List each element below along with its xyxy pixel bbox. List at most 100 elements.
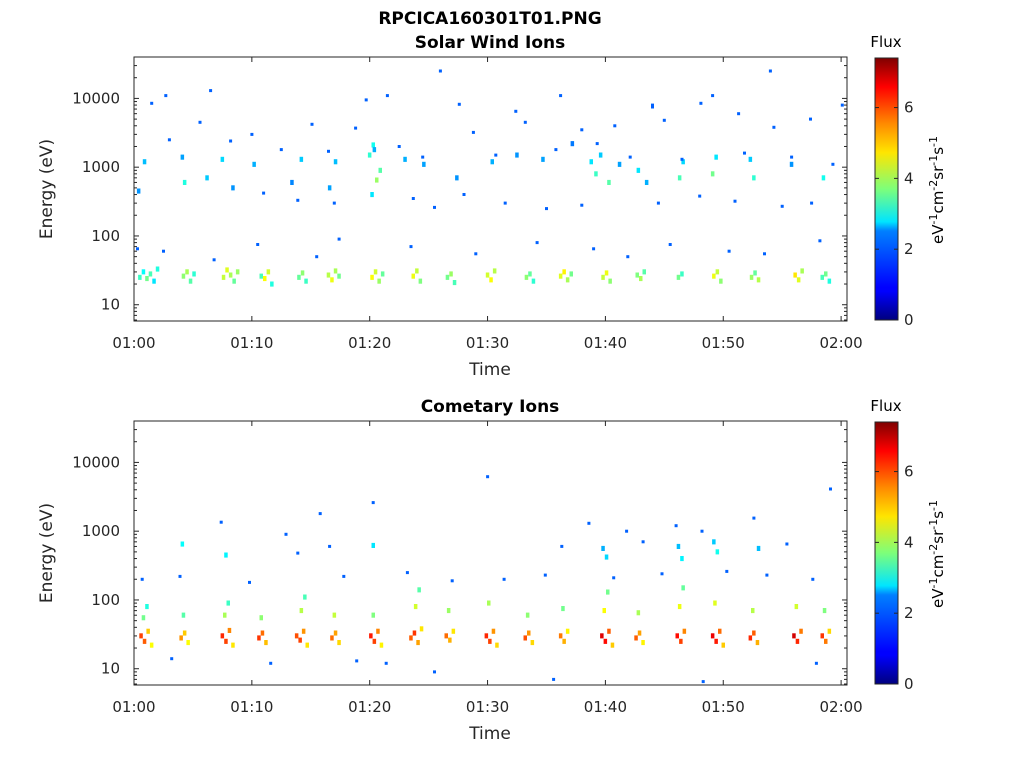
flux-cell xyxy=(710,633,715,639)
flux-cell xyxy=(380,271,385,277)
y-tick-label: 100 xyxy=(91,227,120,245)
flux-dot xyxy=(790,155,794,159)
flux-cell xyxy=(452,280,457,286)
flux-dot xyxy=(641,540,645,544)
flux-dot xyxy=(471,130,475,134)
flux-dot xyxy=(613,124,617,128)
flux-dot xyxy=(668,243,672,246)
flux-cell xyxy=(558,633,563,639)
flux-cell xyxy=(377,278,381,284)
flux-dot xyxy=(765,573,769,577)
flux-cell xyxy=(412,630,417,636)
flux-dot xyxy=(662,118,666,122)
flux-dot xyxy=(364,98,368,102)
flux-cell xyxy=(422,161,426,167)
flux-cell xyxy=(680,271,684,277)
flux-cell xyxy=(371,612,375,618)
flux-cell xyxy=(528,271,532,277)
y-tick-label: 1000 xyxy=(82,158,120,176)
colorbar-tick-label: 2 xyxy=(904,604,914,622)
colorbar-gradient xyxy=(874,421,899,685)
x-axis-label: Time xyxy=(468,360,511,380)
flux-cell xyxy=(617,161,622,167)
flux-cell xyxy=(264,640,268,646)
flux-dot xyxy=(700,529,704,533)
flux-cell xyxy=(370,192,374,198)
flux-cell xyxy=(266,269,271,275)
flux-dot xyxy=(727,249,731,253)
flux-cell xyxy=(444,633,448,639)
flux-cell xyxy=(589,159,593,165)
flux-cell xyxy=(403,156,407,162)
flux-dot xyxy=(384,661,388,665)
flux-cell xyxy=(180,541,185,547)
flux-cell xyxy=(337,273,341,279)
flux-cell xyxy=(824,271,828,277)
flux-dot xyxy=(785,542,789,546)
flux-cell xyxy=(192,271,196,277)
flux-cell xyxy=(378,167,382,173)
flux-cell xyxy=(290,179,294,185)
flux-cell xyxy=(182,630,187,636)
flux-cell xyxy=(416,640,420,646)
flux-cell xyxy=(415,268,419,274)
flux-cell xyxy=(607,179,611,185)
flux-dot xyxy=(269,661,273,665)
flux-cell xyxy=(636,610,641,616)
flux-cell xyxy=(330,635,334,641)
flux-cell xyxy=(565,628,570,634)
flux-cell xyxy=(186,640,190,646)
flux-cell xyxy=(712,539,716,545)
chart-solar-wind: Solar Wind Ions 01:00 01:10 01:20 01:30 01:4… xyxy=(37,33,947,380)
flux-cell xyxy=(680,556,684,562)
flux-cell xyxy=(333,159,338,165)
flux-cell xyxy=(327,185,332,191)
flux-dot xyxy=(560,544,564,548)
flux-cell xyxy=(484,633,489,639)
flux-dot xyxy=(680,157,684,161)
flux-cell xyxy=(541,156,545,162)
flux-cell xyxy=(371,542,375,548)
flux-cell xyxy=(181,612,186,618)
flux-cell xyxy=(676,274,681,280)
flux-dot xyxy=(462,193,466,196)
plot-area xyxy=(133,56,848,322)
flux-dot xyxy=(502,577,506,581)
x-tick-label: 01:00 xyxy=(112,698,155,716)
flux-cell xyxy=(822,608,827,614)
flux-cell xyxy=(141,269,146,275)
flux-cell xyxy=(305,642,309,648)
y-tick-label: 10 xyxy=(101,660,120,678)
flux-cell xyxy=(751,608,755,614)
flux-cell xyxy=(376,628,380,634)
flux-cell xyxy=(752,175,756,181)
colorbar-ticks: 0 2 4 6 xyxy=(875,99,914,329)
flux-cell xyxy=(235,269,240,275)
flux-dot xyxy=(262,191,266,195)
y-tick-label: 10000 xyxy=(72,89,120,107)
flux-dot xyxy=(433,670,436,674)
x-tick-label: 02:00 xyxy=(819,698,862,716)
flux-dot xyxy=(474,252,478,256)
flux-cell xyxy=(223,612,227,618)
flux-cell xyxy=(677,604,682,610)
flux-cell xyxy=(226,600,230,606)
flux-cell xyxy=(337,640,341,646)
flux-cell xyxy=(142,638,147,644)
flux-cell xyxy=(448,637,452,643)
flux-cell xyxy=(299,608,304,614)
flux-cell xyxy=(304,278,308,284)
flux-cell xyxy=(371,142,375,148)
flux-dot xyxy=(494,153,498,157)
flux-cell xyxy=(569,271,573,277)
flux-cell xyxy=(179,635,183,641)
flux-cell xyxy=(531,278,536,284)
flux-cell xyxy=(565,277,570,283)
flux-cell xyxy=(796,277,801,283)
chart-cometary: Cometary Ions 01:00 01:10 01:20 01:30 01:40 0… xyxy=(37,397,947,744)
flux-cell xyxy=(789,161,794,167)
flux-cell xyxy=(794,604,799,610)
y-axis-label: Energy (eV) xyxy=(37,503,57,603)
flux-dot xyxy=(457,102,461,106)
flux-cell xyxy=(138,274,142,280)
